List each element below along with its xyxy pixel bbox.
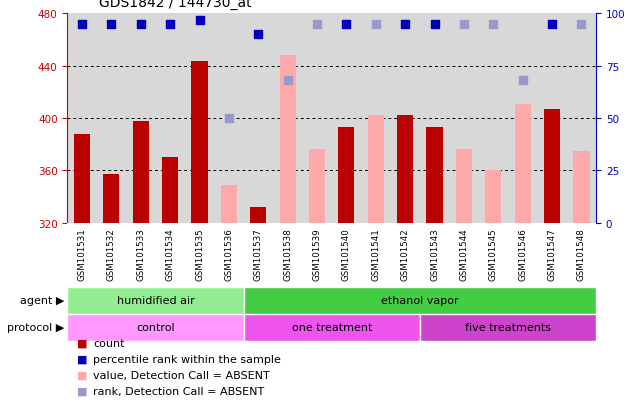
Text: GSM101532: GSM101532: [107, 228, 116, 281]
Bar: [244, 287, 596, 314]
Text: GDS1842 / 144730_at: GDS1842 / 144730_at: [99, 0, 252, 10]
Text: GSM101546: GSM101546: [518, 228, 527, 281]
Text: percentile rank within the sample: percentile rank within the sample: [93, 354, 281, 364]
Text: GSM101545: GSM101545: [489, 228, 498, 281]
Bar: [250, 207, 267, 223]
Bar: [244, 314, 420, 341]
Point: [459, 21, 469, 28]
Point: [194, 17, 204, 24]
Bar: [74, 134, 90, 223]
Bar: [133, 121, 149, 223]
Text: five treatments: five treatments: [465, 322, 551, 332]
Text: GSM101548: GSM101548: [577, 228, 586, 281]
Bar: [426, 128, 443, 223]
Point: [77, 21, 87, 28]
Point: [400, 21, 410, 28]
Bar: [162, 158, 178, 223]
Bar: [221, 185, 237, 223]
Bar: [103, 175, 119, 223]
Text: value, Detection Call = ABSENT: value, Detection Call = ABSENT: [93, 370, 270, 380]
Point: [253, 32, 263, 39]
Bar: [368, 116, 384, 223]
Text: GSM101538: GSM101538: [283, 228, 292, 281]
Text: ■: ■: [77, 370, 87, 380]
Point: [106, 21, 117, 28]
Text: agent ▶: agent ▶: [20, 295, 64, 306]
Text: one treatment: one treatment: [292, 322, 372, 332]
Text: GSM101537: GSM101537: [254, 228, 263, 281]
Bar: [544, 109, 560, 223]
Point: [224, 115, 234, 122]
Bar: [338, 128, 354, 223]
Text: ■: ■: [77, 386, 87, 396]
Text: GSM101534: GSM101534: [165, 228, 174, 281]
Bar: [573, 151, 590, 223]
Bar: [485, 171, 501, 223]
Text: GSM101541: GSM101541: [371, 228, 380, 281]
Point: [283, 78, 293, 85]
Text: GSM101536: GSM101536: [224, 228, 233, 281]
Point: [488, 21, 499, 28]
Point: [312, 21, 322, 28]
Text: GSM101540: GSM101540: [342, 228, 351, 281]
Bar: [420, 314, 596, 341]
Point: [341, 21, 351, 28]
Point: [165, 21, 175, 28]
Bar: [279, 56, 296, 223]
Bar: [397, 116, 413, 223]
Bar: [67, 314, 244, 341]
Text: GSM101543: GSM101543: [430, 228, 439, 281]
Text: ■: ■: [77, 354, 87, 364]
Bar: [192, 62, 208, 223]
Text: control: control: [136, 322, 175, 332]
Text: count: count: [93, 338, 124, 348]
Bar: [515, 104, 531, 223]
Text: rank, Detection Call = ABSENT: rank, Detection Call = ABSENT: [93, 386, 264, 396]
Text: GSM101535: GSM101535: [195, 228, 204, 281]
Text: GSM101539: GSM101539: [313, 228, 322, 281]
Point: [517, 78, 528, 85]
Text: ethanol vapor: ethanol vapor: [381, 295, 459, 306]
Text: protocol ▶: protocol ▶: [7, 322, 64, 332]
Text: GSM101544: GSM101544: [460, 228, 469, 281]
Text: GSM101542: GSM101542: [401, 228, 410, 281]
Text: ■: ■: [77, 338, 87, 348]
Point: [576, 21, 587, 28]
Point: [136, 21, 146, 28]
Text: GSM101533: GSM101533: [137, 228, 146, 281]
Bar: [67, 287, 244, 314]
Point: [547, 21, 557, 28]
Text: GSM101547: GSM101547: [547, 228, 556, 281]
Bar: [456, 150, 472, 223]
Point: [429, 21, 440, 28]
Bar: [309, 150, 325, 223]
Point: [370, 21, 381, 28]
Text: GSM101531: GSM101531: [78, 228, 87, 281]
Text: humidified air: humidified air: [117, 295, 194, 306]
